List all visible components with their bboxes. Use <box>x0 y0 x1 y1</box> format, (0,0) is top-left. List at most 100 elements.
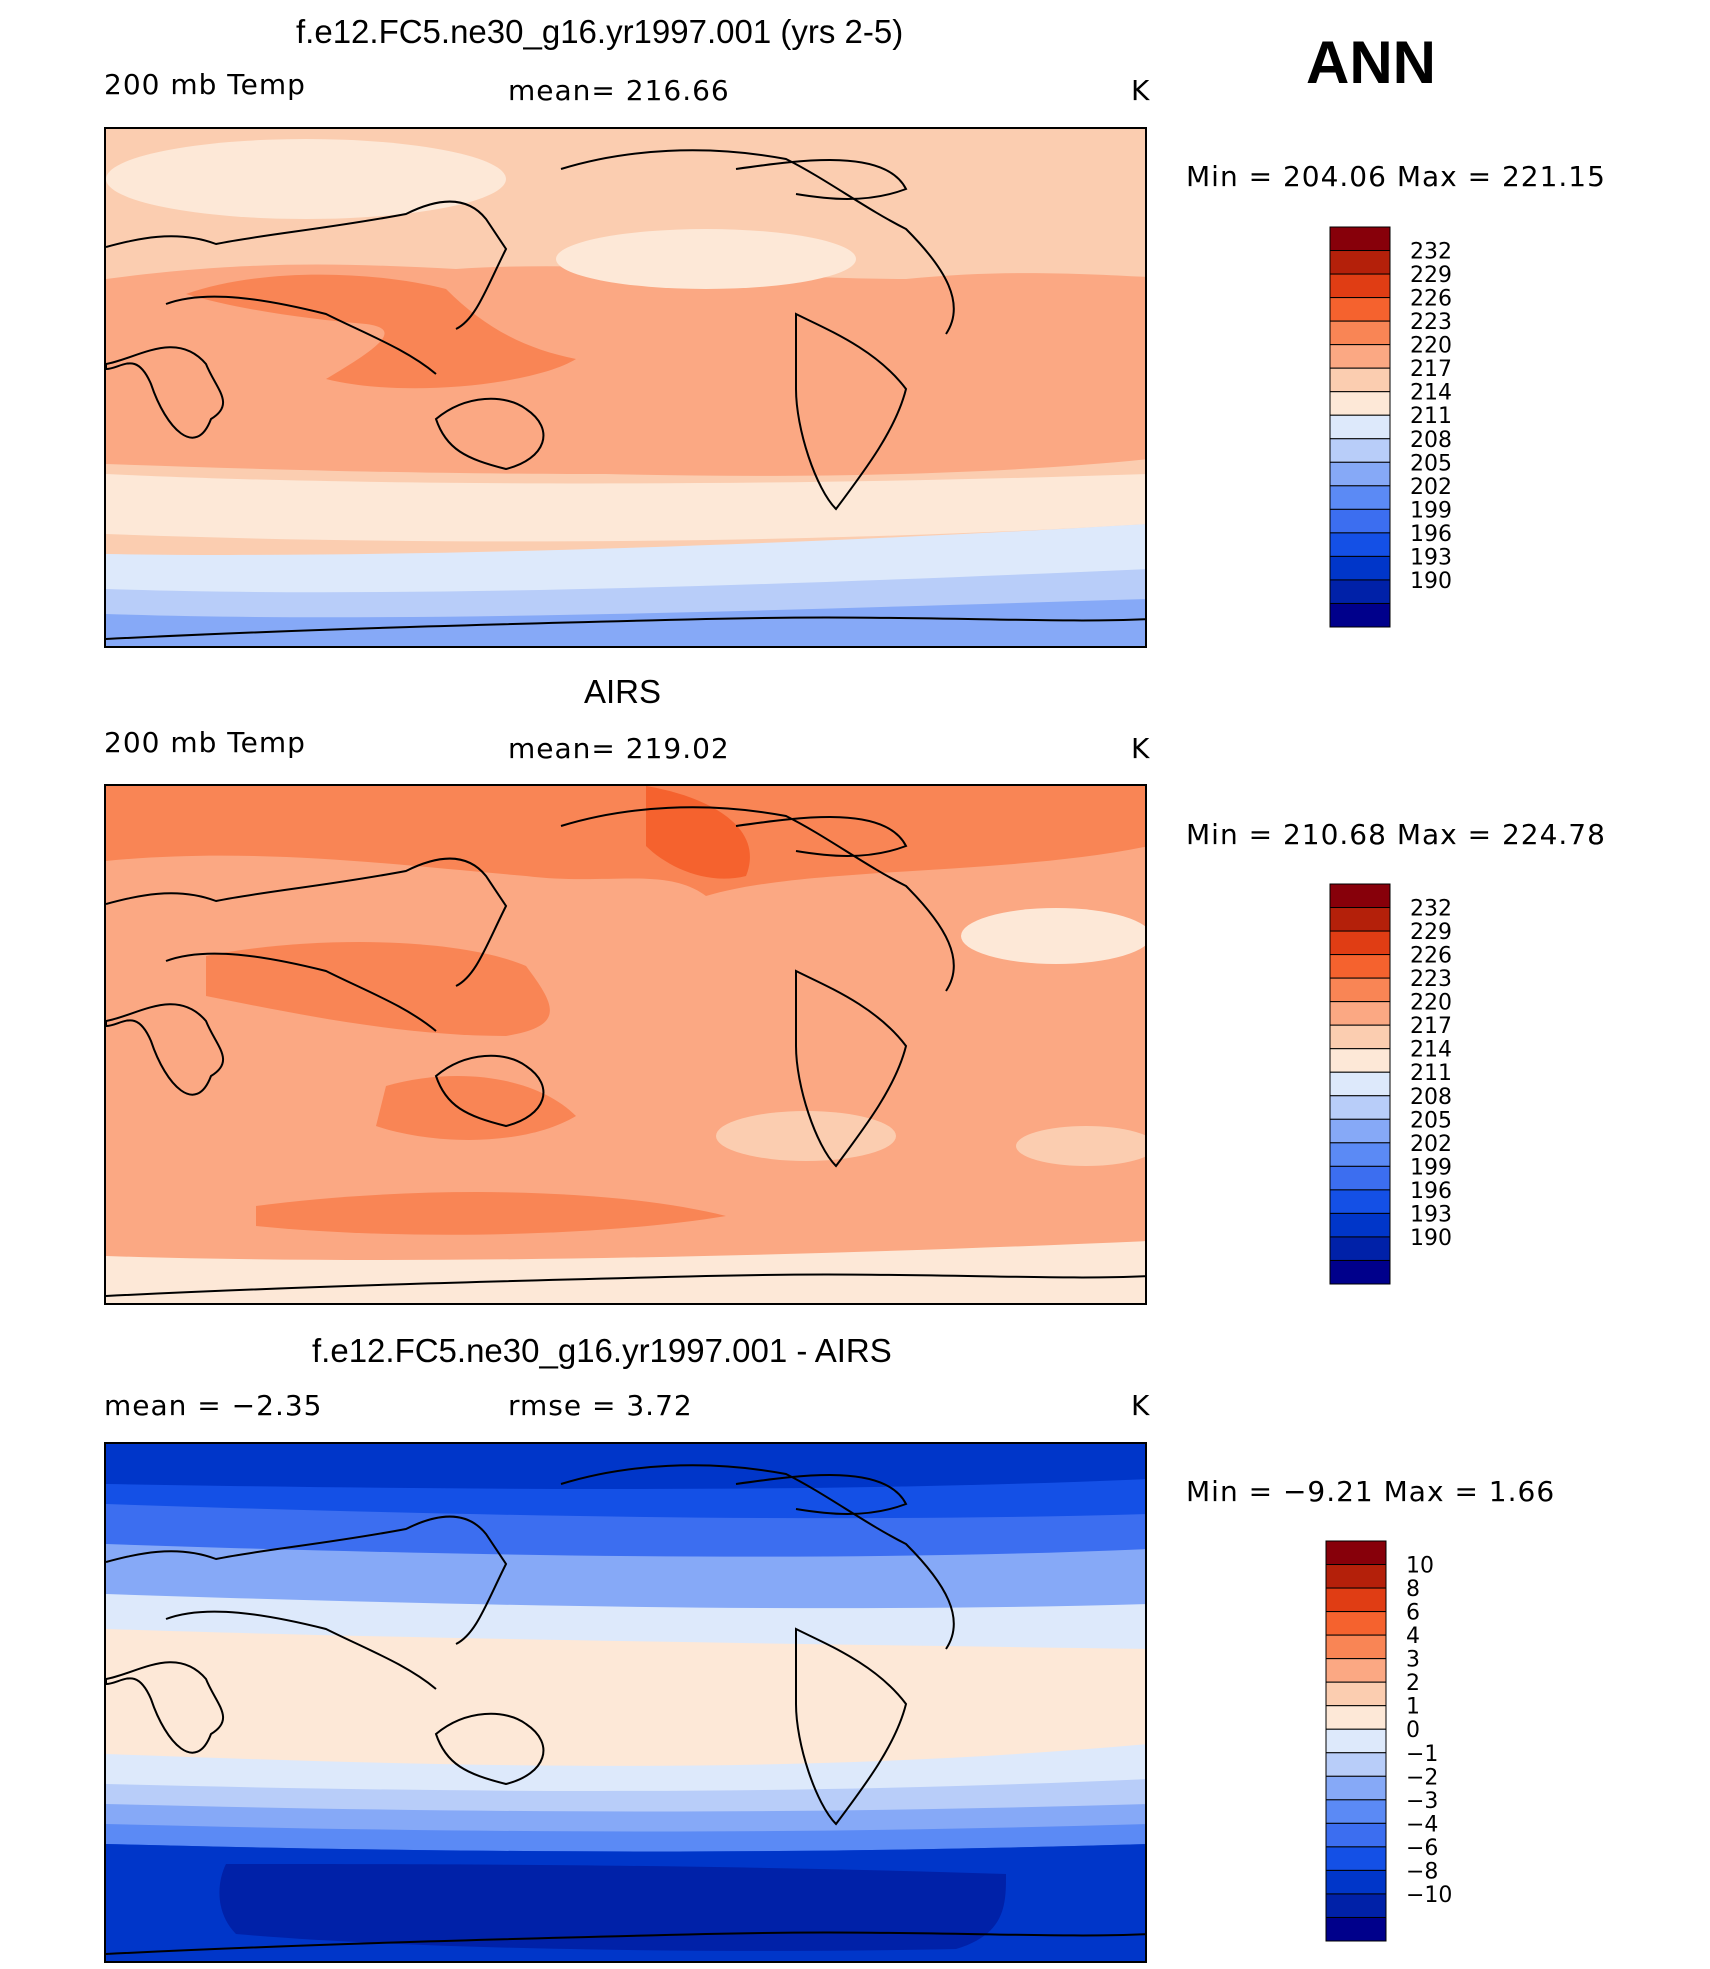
colorbar-label: 226 <box>1410 944 1452 969</box>
colorbar-label: 211 <box>1410 1061 1452 1086</box>
colorbar-label: 0 <box>1406 1718 1420 1743</box>
colorbar-box <box>1325 1869 1387 1895</box>
colorbar-box <box>1325 1658 1387 1683</box>
colorbar-label: 223 <box>1410 310 1452 335</box>
panel-2-colorbar: 232 229 226 223 220 217 214 211 208 205 202 199 196 1… <box>1329 883 1490 1304</box>
panel-2-coastlines <box>106 806 1145 1297</box>
colorbar-box <box>1325 1564 1387 1589</box>
colorbar-box <box>1329 1236 1391 1261</box>
panel-1-coastlines <box>106 149 1145 640</box>
panel-1-mean-label: mean= 216.66 <box>508 74 730 107</box>
panel-1-band-211 <box>106 474 1145 542</box>
panel-1-units: K <box>1131 74 1151 107</box>
colorbar-box <box>1329 532 1391 557</box>
panel-1-minmax: Min = 204.06 Max = 221.15 <box>1186 160 1606 193</box>
panel-2-units: K <box>1131 732 1151 765</box>
panel-2-map <box>104 784 1147 1305</box>
panel-3-rmse-label: rmse = 3.72 <box>508 1389 693 1422</box>
colorbar-box <box>1329 602 1391 628</box>
panel-2-title: AIRS <box>584 673 662 710</box>
colorbar-label: 196 <box>1410 1179 1452 1204</box>
colorbar-box <box>1329 273 1391 299</box>
colorbar-box <box>1329 438 1391 463</box>
colorbar-label: 208 <box>1410 428 1452 453</box>
panel-3-title: f.e12.FC5.ne30_g16.yr1997.001 - AIRS <box>312 1332 892 1369</box>
panel-1-band-223 <box>186 274 576 389</box>
colorbar-box <box>1325 1775 1387 1801</box>
colorbar-label: 196 <box>1410 522 1452 547</box>
panel-2-mean-label: mean= 219.02 <box>508 732 730 765</box>
colorbar-label: −10 <box>1406 1883 1452 1908</box>
colorbar-label: 199 <box>1410 498 1452 523</box>
colorbar-box <box>1329 485 1391 510</box>
colorbar-box <box>1325 1540 1387 1566</box>
colorbar-label: −6 <box>1406 1836 1438 1861</box>
panel-3-minmax: Min = −9.21 Max = 1.66 <box>1186 1475 1556 1508</box>
colorbar-label: 4 <box>1406 1624 1420 1649</box>
panel-1-title: f.e12.FC5.ne30_g16.yr1997.001 (yrs 2-5) <box>296 13 904 50</box>
panel-3-band-0 <box>106 1629 1145 1770</box>
colorbar-label: 202 <box>1410 475 1452 500</box>
colorbar-label: 220 <box>1410 991 1452 1016</box>
colorbar-box <box>1329 977 1391 1003</box>
colorbar-label: 223 <box>1410 967 1452 992</box>
colorbar-box <box>1325 1799 1387 1824</box>
colorbar-box <box>1325 1822 1387 1848</box>
colorbar-box <box>1325 1752 1387 1777</box>
panel-1-warm-spot <box>106 139 506 219</box>
colorbar-label: −4 <box>1406 1812 1438 1837</box>
colorbar-label: 208 <box>1410 1085 1452 1110</box>
colorbar-label: 193 <box>1410 545 1452 570</box>
colorbar-label: 202 <box>1410 1132 1452 1157</box>
colorbar-label: 190 <box>1410 1226 1452 1251</box>
colorbar-box <box>1325 1634 1387 1660</box>
panel-3-colorbar: 10 8 6 4 3 2 1 0 −1 −2 −3 −4 −6 −8 −10 <box>1325 1540 1486 1961</box>
colorbar-box <box>1325 1728 1387 1754</box>
panel-3-band--2 <box>106 1544 1145 1619</box>
panel-1-band-202 <box>106 599 1145 646</box>
panel-3-coastlines <box>106 1464 1145 1955</box>
colorbar-box <box>1329 320 1391 346</box>
panel-3-map <box>104 1442 1147 1963</box>
colorbar-box <box>1325 1916 1387 1942</box>
colorbar-label: 3 <box>1406 1648 1420 1673</box>
colorbar-box <box>1329 461 1391 487</box>
season-label: ANN <box>1306 29 1436 96</box>
colorbar-box <box>1329 1024 1391 1050</box>
panel-2-minmax: Min = 210.68 Max = 224.78 <box>1186 818 1606 851</box>
panel-1-variable-label: 200 mb Temp <box>104 68 306 101</box>
colorbar-box <box>1329 579 1391 604</box>
colorbar-label: 217 <box>1410 357 1452 382</box>
colorbar-label: −2 <box>1406 1765 1438 1790</box>
colorbar-box <box>1329 883 1391 909</box>
colorbar-box <box>1329 1212 1391 1238</box>
colorbar-label: 205 <box>1410 1108 1452 1133</box>
colorbar-box <box>1329 1001 1391 1026</box>
colorbar-label: 229 <box>1410 920 1452 945</box>
colorbar-box <box>1329 930 1391 956</box>
colorbar-box <box>1329 1048 1391 1073</box>
colorbar-label: 10 <box>1406 1554 1434 1579</box>
colorbar-label: 193 <box>1410 1202 1452 1227</box>
colorbar-label: 220 <box>1410 334 1452 359</box>
colorbar-label: 205 <box>1410 451 1452 476</box>
colorbar-box <box>1329 1071 1391 1097</box>
panel-3-band--8 <box>219 1864 1006 1951</box>
colorbar-label: 6 <box>1406 1601 1420 1626</box>
colorbar-box <box>1329 1095 1391 1120</box>
colorbar-box <box>1329 297 1391 322</box>
colorbar-label: 232 <box>1410 897 1452 922</box>
colorbar-box <box>1329 1165 1391 1191</box>
colorbar-box <box>1329 344 1391 369</box>
colorbar-label: 211 <box>1410 404 1452 429</box>
colorbar-box <box>1329 391 1391 416</box>
colorbar-box <box>1329 414 1391 440</box>
colorbar-box <box>1329 907 1391 932</box>
colorbar-label: 229 <box>1410 263 1452 288</box>
panel-3-units: K <box>1131 1389 1151 1422</box>
colorbar-label: −3 <box>1406 1789 1438 1814</box>
colorbar-box <box>1329 1142 1391 1167</box>
colorbar-label: −8 <box>1406 1859 1438 1884</box>
panel-2-band-223 <box>106 786 1145 896</box>
colorbar-box <box>1329 1259 1391 1285</box>
